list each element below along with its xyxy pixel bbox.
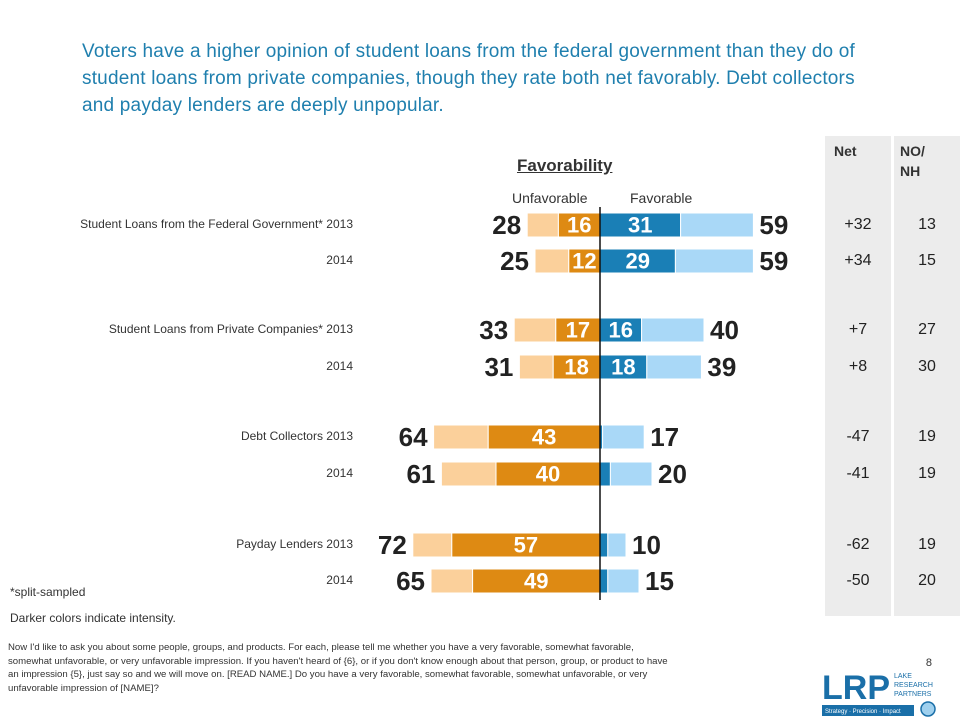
logo-line-3: PARTNERS bbox=[894, 691, 932, 698]
unfavorable-intense-label: 40 bbox=[536, 462, 560, 487]
favorable-somewhat-bar bbox=[607, 532, 627, 558]
favorable-total-label: 59 bbox=[759, 210, 788, 240]
row-label: Debt Collectors 2013 bbox=[240, 429, 353, 443]
favorable-somewhat-bar bbox=[646, 354, 702, 380]
unfavorable-intense-label: 43 bbox=[532, 425, 556, 450]
unfavorable-intense-label: 17 bbox=[566, 318, 590, 343]
favorable-total-label: 20 bbox=[658, 459, 687, 489]
unfavorable-total-label: 64 bbox=[399, 422, 428, 452]
unfavorable-very-bar bbox=[472, 568, 601, 594]
net-value: -62 bbox=[846, 536, 870, 553]
unfavorable-total-label: 65 bbox=[396, 566, 425, 596]
no-nh-column-panel bbox=[894, 136, 960, 616]
unfavorable-intense-label: 57 bbox=[514, 533, 538, 558]
no-nh-value: 19 bbox=[918, 428, 936, 445]
logo-wordmark: LRP bbox=[822, 669, 890, 707]
unfavorable-very-bar bbox=[487, 424, 601, 450]
row-label: Student Loans from Private Companies* 20… bbox=[108, 322, 353, 336]
lrp-logo: LRP LAKE RESEARCH PARTNERS Strategy · Pr… bbox=[822, 669, 936, 717]
unfavorable-intense-label: 18 bbox=[564, 355, 588, 380]
unfavorable-very-bar bbox=[495, 461, 601, 487]
no-nh-column-header: NO/ NH bbox=[900, 143, 925, 179]
no-nh-value: 15 bbox=[918, 252, 936, 269]
unfavorable-intense-label: 12 bbox=[572, 249, 596, 274]
favorable-total-label: 15 bbox=[645, 566, 674, 596]
favorable-total-label: 10 bbox=[632, 530, 661, 560]
net-value: +34 bbox=[844, 252, 872, 269]
favorable-very-bar bbox=[599, 461, 611, 487]
net-column-panel bbox=[825, 136, 891, 616]
row-label: 2014 bbox=[326, 359, 353, 373]
unfavorable-total-label: 28 bbox=[492, 210, 521, 240]
unfavorable-intense-label: 49 bbox=[524, 569, 548, 594]
favorable-very-bar bbox=[599, 212, 682, 238]
unfavorable-total-label: 61 bbox=[406, 459, 435, 489]
unfavorable-somewhat-bar bbox=[518, 354, 554, 380]
net-value: +32 bbox=[844, 216, 872, 233]
no-nh-value: 19 bbox=[918, 465, 936, 482]
gear-icon bbox=[920, 701, 936, 717]
unfavorable-somewhat-bar bbox=[412, 532, 453, 558]
unfavorable-total-label: 72 bbox=[378, 530, 407, 560]
intensity-note: Darker colors indicate intensity. bbox=[10, 611, 176, 625]
unfavorable-somewhat-bar bbox=[433, 424, 489, 450]
net-value: +8 bbox=[848, 358, 868, 375]
unfavorable-somewhat-bar bbox=[440, 461, 497, 487]
unfavorable-intense-label: 16 bbox=[567, 213, 591, 238]
chart-title: Favorability bbox=[517, 156, 613, 175]
logo-line-2: RESEARCH bbox=[894, 682, 933, 689]
logo-line-1: LAKE bbox=[894, 673, 912, 680]
favorable-total-label: 59 bbox=[759, 246, 788, 276]
unfavorable-total-label: 33 bbox=[479, 315, 508, 345]
favorable-total-label: 39 bbox=[707, 352, 736, 382]
row-label: 2014 bbox=[326, 466, 353, 480]
row-label: Payday Lenders 2013 bbox=[236, 537, 353, 551]
no-nh-value: 30 bbox=[918, 358, 936, 375]
split-sampled-note: *split-sampled bbox=[10, 585, 86, 599]
favorable-very-bar bbox=[599, 568, 609, 594]
unfavorable-very-bar bbox=[552, 354, 601, 380]
favorable-somewhat-bar bbox=[609, 461, 653, 487]
unfavorable-total-label: 31 bbox=[484, 352, 513, 382]
net-value: -47 bbox=[846, 428, 870, 445]
row-label: 2014 bbox=[326, 573, 353, 587]
favorable-somewhat-bar bbox=[602, 424, 645, 450]
row-label: 2014 bbox=[326, 253, 353, 267]
row-label: Student Loans from the Federal Governmen… bbox=[80, 217, 353, 231]
question-wording: Now I'd like to ask you about some peopl… bbox=[8, 642, 668, 694]
unfavorable-somewhat-bar bbox=[513, 317, 557, 343]
favorable-somewhat-bar bbox=[680, 212, 754, 238]
unfavorable-somewhat-bar bbox=[430, 568, 474, 594]
unfavorable-total-label: 25 bbox=[500, 246, 529, 276]
favorable-intense-label: 31 bbox=[628, 213, 652, 238]
favorable-intense-label: 29 bbox=[625, 249, 649, 274]
no-nh-value: 13 bbox=[918, 216, 936, 233]
favorable-axis-label: Favorable bbox=[630, 190, 693, 206]
favorable-very-bar bbox=[599, 248, 676, 274]
favorable-intense-label: 18 bbox=[611, 355, 635, 380]
no-nh-value: 20 bbox=[918, 572, 936, 589]
favorable-total-label: 40 bbox=[710, 315, 739, 345]
favorable-somewhat-bar bbox=[607, 568, 640, 594]
net-value: +7 bbox=[848, 321, 868, 338]
unfavorable-axis-label: Unfavorable bbox=[512, 190, 588, 206]
unfavorable-very-bar bbox=[555, 317, 601, 343]
favorable-intense-label: 16 bbox=[609, 318, 633, 343]
logo-tagline: Strategy · Precision · Impact bbox=[825, 709, 901, 715]
net-column-header: Net bbox=[834, 143, 857, 159]
slide-headline: Voters have a higher opinion of student … bbox=[82, 41, 856, 116]
unfavorable-very-bar bbox=[451, 532, 601, 558]
favorable-somewhat-bar bbox=[674, 248, 754, 274]
favorable-somewhat-bar bbox=[641, 317, 705, 343]
net-value: -41 bbox=[846, 465, 870, 482]
unfavorable-somewhat-bar bbox=[534, 248, 570, 274]
favorable-total-label: 17 bbox=[650, 422, 679, 452]
net-value: -50 bbox=[846, 572, 870, 589]
unfavorable-somewhat-bar bbox=[526, 212, 559, 238]
favorable-very-bar bbox=[599, 532, 609, 558]
page-number: 8 bbox=[925, 657, 932, 669]
no-nh-value: 27 bbox=[918, 321, 936, 338]
no-nh-value: 19 bbox=[918, 536, 936, 553]
